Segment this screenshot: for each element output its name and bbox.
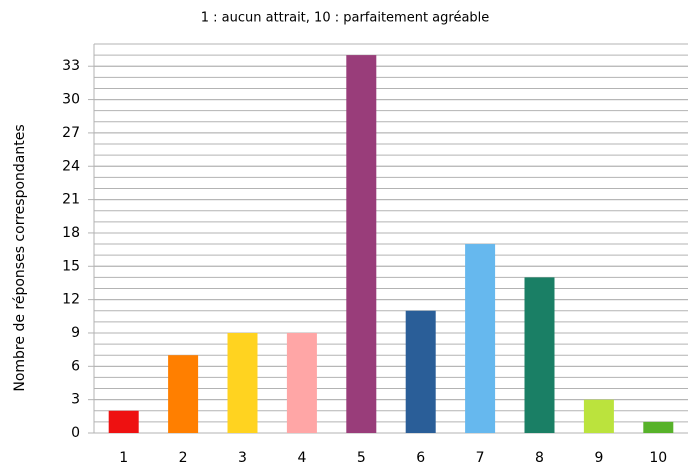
chart-title: 1 : aucun attrait, 10 : parfaitement agr… (201, 11, 490, 26)
y-tick-label: 9 (71, 325, 80, 341)
x-tick-label: 4 (297, 450, 306, 466)
bar (286, 332, 317, 433)
x-tick-label: 2 (179, 450, 188, 466)
x-tick-label: 9 (594, 450, 603, 466)
bar (346, 55, 377, 433)
y-tick-label: 33 (62, 58, 80, 74)
y-tick-label: 24 (62, 158, 80, 174)
y-tick-label: 15 (62, 258, 80, 274)
bar (524, 277, 555, 433)
bar (465, 244, 496, 433)
bar (583, 399, 614, 433)
y-tick-label: 3 (71, 392, 80, 408)
bar (108, 410, 139, 433)
x-tick-label: 7 (476, 450, 485, 466)
x-tick-label: 8 (535, 450, 544, 466)
y-tick-label: 0 (71, 425, 80, 441)
y-tick-label: 21 (62, 192, 80, 208)
bar (405, 310, 436, 433)
y-tick-label: 18 (62, 225, 80, 241)
x-tick-label: 6 (416, 450, 425, 466)
bar (643, 421, 674, 433)
y-tick-label: 27 (62, 125, 80, 141)
x-tick-label: 1 (119, 450, 128, 466)
y-tick-label: 12 (62, 292, 80, 308)
y-axis-label: Nombre de réponses correspondantes (12, 124, 28, 391)
bar (168, 355, 199, 433)
x-tick-label: 5 (357, 450, 366, 466)
y-tick-label: 30 (62, 92, 80, 108)
bar (227, 332, 258, 433)
x-tick-label: 3 (238, 450, 247, 466)
x-tick-label: 10 (649, 450, 667, 466)
y-tick-label: 6 (71, 358, 80, 374)
